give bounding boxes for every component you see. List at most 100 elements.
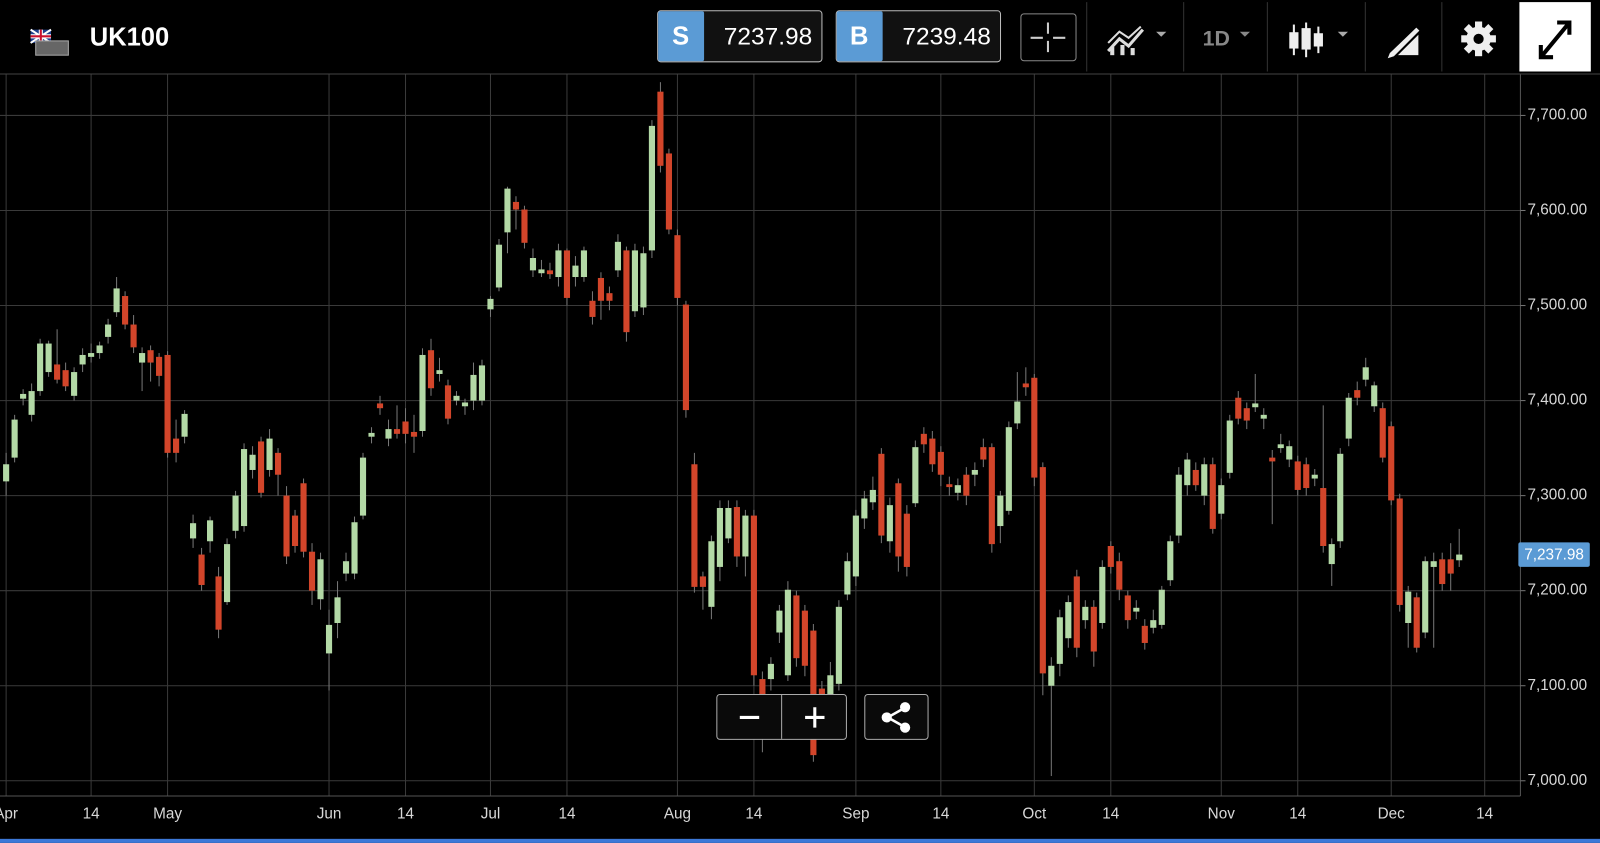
x-tick-label: 14: [1476, 805, 1494, 822]
symbol: UK100: [90, 24, 169, 52]
sell-label-box[interactable]: [658, 11, 705, 62]
candle-body: [1354, 390, 1361, 398]
sell-label[interactable]: S: [672, 23, 689, 51]
candle-body: [1286, 446, 1293, 460]
candle-body: [393, 429, 401, 434]
candle-body: [291, 515, 299, 547]
candle-body: [1439, 559, 1446, 585]
candle-body: [96, 345, 103, 354]
candle-body: [215, 576, 222, 630]
candle-body: [1235, 397, 1242, 419]
zoom-controls[interactable]: [716, 693, 847, 740]
plot-area: [0, 74, 1521, 796]
candle-body: [351, 522, 358, 574]
candle-body: [20, 393, 27, 399]
y-tick-label: 7,000.00: [1528, 772, 1588, 789]
x-tick-label: Sep: [842, 805, 869, 822]
candle-body: [937, 451, 944, 475]
fullscreen-button[interactable]: [1519, 2, 1591, 72]
x-tick-label: 14: [1102, 805, 1120, 822]
crosshair-button[interactable]: [1020, 13, 1077, 62]
interval-button[interactable]: 1D: [1203, 27, 1250, 51]
y-tick-label: 7,600.00: [1528, 202, 1588, 219]
candle-body: [317, 559, 324, 600]
candle-body: [623, 250, 630, 333]
candle-body: [674, 235, 681, 298]
candle-body: [1031, 377, 1038, 478]
candle-body: [538, 269, 545, 274]
candle-body: [410, 431, 418, 437]
crosshair-box[interactable]: [1020, 13, 1077, 62]
candle-body: [3, 464, 10, 482]
candle-body: [1226, 420, 1233, 473]
buy-label-box[interactable]: [836, 11, 883, 62]
candle-body: [478, 365, 486, 401]
toolbar-dividers: [1086, 2, 1443, 72]
candle-body: [1311, 474, 1318, 479]
share-button[interactable]: [864, 693, 929, 740]
y-tick-label: 7,700.00: [1528, 106, 1588, 123]
candle-body: [563, 250, 571, 298]
y-tick-label: 7,100.00: [1528, 677, 1588, 694]
candle-body: [759, 679, 766, 707]
candle-style-button[interactable]: [1289, 22, 1348, 58]
crosshair-icon[interactable]: [1030, 22, 1066, 53]
candle-body: [1175, 474, 1182, 536]
candle-body: [878, 453, 885, 536]
buy-button[interactable]: B 7239.48: [835, 10, 1002, 63]
candle-body: [1005, 427, 1012, 511]
candle-body: [359, 457, 367, 516]
candle-body: [385, 429, 392, 439]
sell-price[interactable]: 7237.98: [724, 23, 812, 50]
candle-body: [801, 610, 808, 666]
candle-body: [257, 441, 265, 493]
candle-body: [988, 447, 995, 545]
candle-body: [266, 438, 273, 470]
candle-body: [28, 391, 35, 415]
y-tick-label: 7,200.00: [1528, 582, 1588, 599]
settings-button[interactable]: [1461, 21, 1496, 57]
x-tick-label: 14: [397, 805, 415, 822]
x-tick-label: Jul: [481, 805, 501, 822]
candle-body: [1243, 408, 1250, 421]
chart-type-button[interactable]: [1107, 25, 1167, 56]
candle-body: [54, 364, 61, 380]
candle-body: [1201, 464, 1208, 496]
candle-body: [470, 374, 477, 401]
x-tick-label: 14: [83, 805, 101, 822]
candle-body: [708, 541, 715, 607]
candle-body: [606, 293, 613, 301]
candle-body: [240, 449, 248, 527]
candle-body: [589, 300, 596, 317]
buy-label[interactable]: B: [850, 23, 868, 51]
candle-body: [614, 241, 622, 271]
x-tick-label: Nov: [1208, 805, 1236, 822]
axes: 7,000.00 7,100.00 7,200.00 7,300.00 7,400.00…: [0, 106, 1587, 822]
last-price-label: 7,237.98: [1524, 547, 1584, 564]
x-tick-label: 14: [745, 805, 763, 822]
y-tick-label: 7,400.00: [1528, 392, 1588, 409]
candle-body: [572, 265, 579, 278]
candle-body: [11, 419, 18, 458]
candle-body: [487, 298, 494, 310]
candle-body: [308, 551, 316, 591]
candle-body: [147, 350, 154, 363]
sell-button[interactable]: S 7237.98: [657, 10, 823, 63]
candle-body: [767, 663, 774, 680]
candle-body: [71, 372, 78, 396]
candle-body: [1269, 457, 1276, 462]
share-box[interactable]: [864, 693, 929, 740]
candle-body: [1303, 464, 1310, 489]
buy-price[interactable]: 7239.48: [902, 23, 990, 50]
x-tick-label: Oct: [1022, 805, 1047, 822]
candle-body: [190, 523, 197, 539]
candle-body: [139, 353, 146, 363]
candle-body: [1073, 576, 1080, 648]
candle-body: [657, 91, 664, 166]
interval-label[interactable]: 1D: [1203, 27, 1230, 51]
candle-body: [512, 201, 520, 210]
candle-body: [164, 354, 171, 453]
zoom-in-button[interactable]: [805, 707, 825, 728]
candle-body: [1082, 606, 1089, 621]
